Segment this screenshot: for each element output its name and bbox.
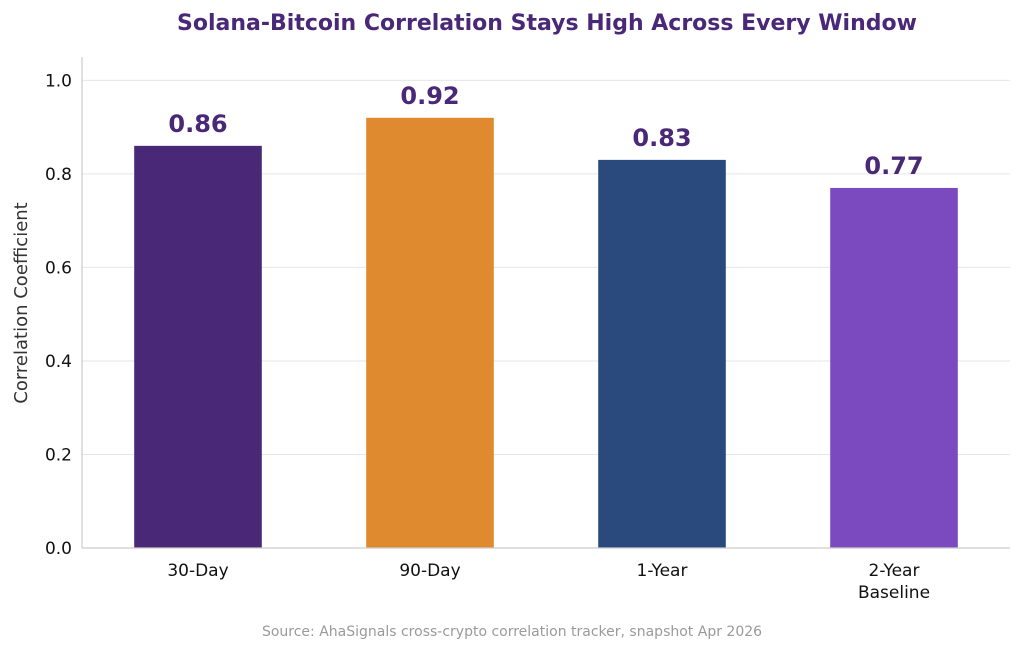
x-tick-label: 30-Day	[167, 561, 228, 581]
chart-title: Solana-Bitcoin Correlation Stays High Ac…	[177, 11, 917, 36]
bar-value-label: 0.86	[168, 110, 227, 138]
y-tick-label: 0.6	[45, 258, 72, 278]
bar	[134, 145, 262, 548]
bar	[598, 159, 726, 548]
y-axis-label: Correlation Coefficient	[11, 202, 32, 403]
x-tick-label: 2-Year	[869, 561, 920, 581]
y-tick-label: 0.0	[45, 539, 72, 559]
y-tick-labels: 0.0 0.2 0.4 0.6 0.8 1.0	[45, 71, 72, 559]
x-tick-label: 1-Year	[637, 561, 688, 581]
y-tick-label: 1.0	[45, 71, 72, 91]
bar-value-label: 0.92	[400, 82, 459, 110]
y-tick-label: 0.8	[45, 165, 72, 185]
bar-value-label: 0.77	[864, 152, 923, 180]
bar	[366, 117, 494, 549]
bar-value-label: 0.83	[632, 124, 691, 152]
x-tick-label: 90-Day	[399, 561, 460, 581]
y-tick-label: 0.4	[45, 352, 72, 372]
bars	[134, 117, 958, 549]
source-note: Source: AhaSignals cross-crypto correlat…	[262, 624, 762, 640]
y-tick-label: 0.2	[45, 445, 72, 465]
axes	[81, 57, 1010, 549]
x-tick-label: Baseline	[858, 583, 930, 603]
value-labels: 0.86 0.92 0.83 0.77	[168, 82, 923, 180]
bar	[830, 187, 958, 548]
